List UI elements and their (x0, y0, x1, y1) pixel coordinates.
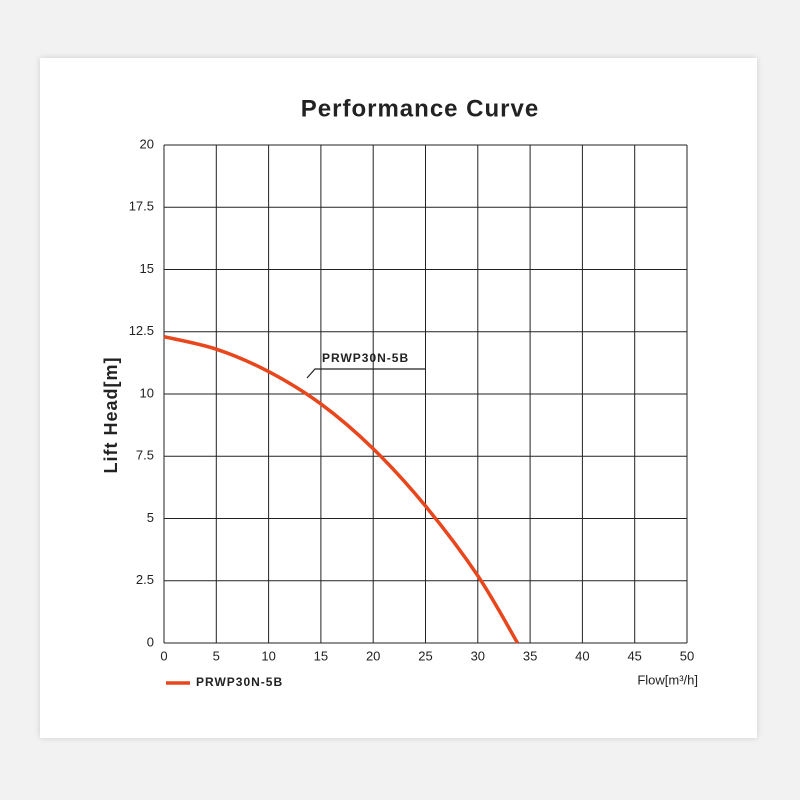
x-tick-label: 30 (471, 648, 485, 663)
y-tick-label: 17.5 (129, 199, 154, 214)
annotation: PRWP30N-5B (322, 351, 409, 365)
x-tick-label: 10 (261, 648, 275, 663)
legend-label: PRWP30N-5B (196, 675, 283, 689)
x-tick-label: 25 (418, 648, 432, 663)
x-axis-label: Flow[m³/h] (637, 672, 698, 687)
line-series (163, 335, 520, 644)
y-tick-label: 12.5 (129, 323, 154, 338)
x-tick-label: 5 (213, 648, 220, 663)
y-axis-label: Lift Head[m] (101, 357, 121, 474)
card (40, 58, 757, 738)
chart-title: Performance Curve (301, 95, 539, 122)
x-tick-label: 45 (627, 648, 641, 663)
x-tick-label: 20 (366, 648, 380, 663)
y-tick-label: 20 (140, 136, 154, 151)
y-tick-label: 2.5 (136, 572, 154, 587)
x-tick-label: 35 (523, 648, 537, 663)
y-tick-label: 10 (140, 385, 154, 400)
x-tick-label: 0 (160, 648, 167, 663)
annotation-leader (306, 368, 426, 379)
y-tick-label: 15 (140, 261, 154, 276)
x-tick-label: 50 (680, 648, 694, 663)
x-tick-label: 15 (314, 648, 328, 663)
x-tick-label: 40 (575, 648, 589, 663)
y-tick-label: 5 (147, 510, 154, 525)
y-tick-label: 7.5 (136, 448, 154, 463)
y-tick-label: 0 (147, 634, 154, 649)
